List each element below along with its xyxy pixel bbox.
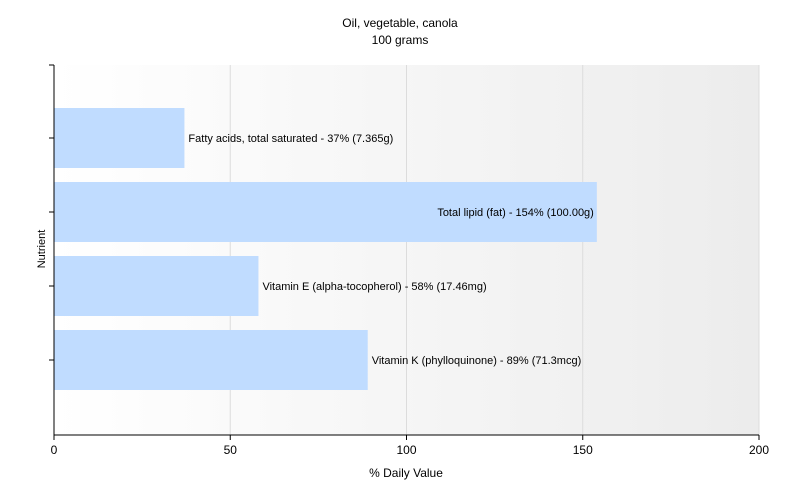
chart-subtitle: 100 grams [372, 33, 429, 47]
bar [54, 256, 259, 316]
bar-data-label: Total lipid (fat) - 154% (100.00g) [437, 207, 594, 219]
x-tick-label: 200 [749, 443, 769, 457]
y-axis-label: Nutrient [36, 230, 48, 269]
ticks: 0 50 100 150 200 [49, 64, 769, 457]
x-tick-label: 0 [51, 443, 58, 457]
bar [54, 182, 597, 242]
chart-title: Oil, vegetable, canola [342, 16, 458, 30]
x-axis-label: % Daily Value [369, 466, 443, 480]
x-tick-label: 50 [224, 443, 238, 457]
bars: Fatty acids, total saturated - 37% (7.36… [54, 108, 597, 390]
bar-data-label: Vitamin E (alpha-tocopherol) - 58% (17.4… [262, 281, 486, 293]
bar-data-label: Vitamin K (phylloquinone) - 89% (71.3mcg… [372, 355, 582, 367]
bar [54, 330, 368, 390]
x-tick-label: 100 [396, 443, 416, 457]
bar-data-label: Fatty acids, total saturated - 37% (7.36… [188, 133, 393, 145]
x-tick-label: 150 [573, 443, 593, 457]
bar [54, 108, 185, 168]
